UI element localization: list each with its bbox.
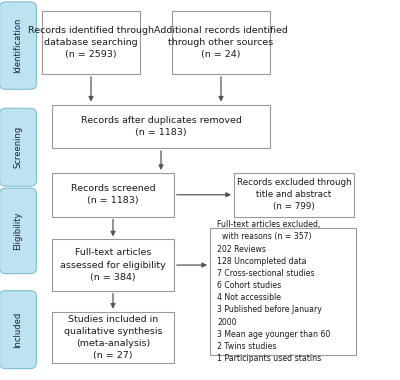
Text: Studies included in
qualitative synthesis
(meta-analysis)
(n = 27): Studies included in qualitative synthesi… [64,315,162,360]
Text: Records after duplicates removed
(n = 1183): Records after duplicates removed (n = 11… [80,116,242,137]
Text: Identification: Identification [14,18,22,73]
FancyBboxPatch shape [52,105,270,148]
FancyBboxPatch shape [234,173,354,217]
Text: Eligibility: Eligibility [14,212,22,250]
Text: Records screened
(n = 1183): Records screened (n = 1183) [71,184,155,205]
FancyBboxPatch shape [0,188,36,274]
Text: Full-text articles
assessed for eligibility
(n = 384): Full-text articles assessed for eligibil… [60,249,166,282]
Text: Full-text articles excluded,
  with reasons (n = 357)
202 Reviews
128 Uncomplete: Full-text articles excluded, with reason… [217,220,330,363]
FancyBboxPatch shape [52,239,174,291]
FancyBboxPatch shape [0,108,36,186]
FancyBboxPatch shape [0,291,36,369]
FancyBboxPatch shape [0,2,36,89]
Text: Records identified through
database searching
(n = 2593): Records identified through database sear… [28,26,154,59]
FancyBboxPatch shape [42,11,140,74]
FancyBboxPatch shape [172,11,270,74]
FancyBboxPatch shape [210,228,356,355]
Text: Additional records identified
through other sources
(n = 24): Additional records identified through ot… [154,26,288,59]
Text: Screening: Screening [14,126,22,168]
FancyBboxPatch shape [52,173,174,217]
FancyBboxPatch shape [52,312,174,363]
Text: Included: Included [14,312,22,348]
Text: Records excluded through
title and abstract
(n = 799): Records excluded through title and abstr… [237,178,351,211]
